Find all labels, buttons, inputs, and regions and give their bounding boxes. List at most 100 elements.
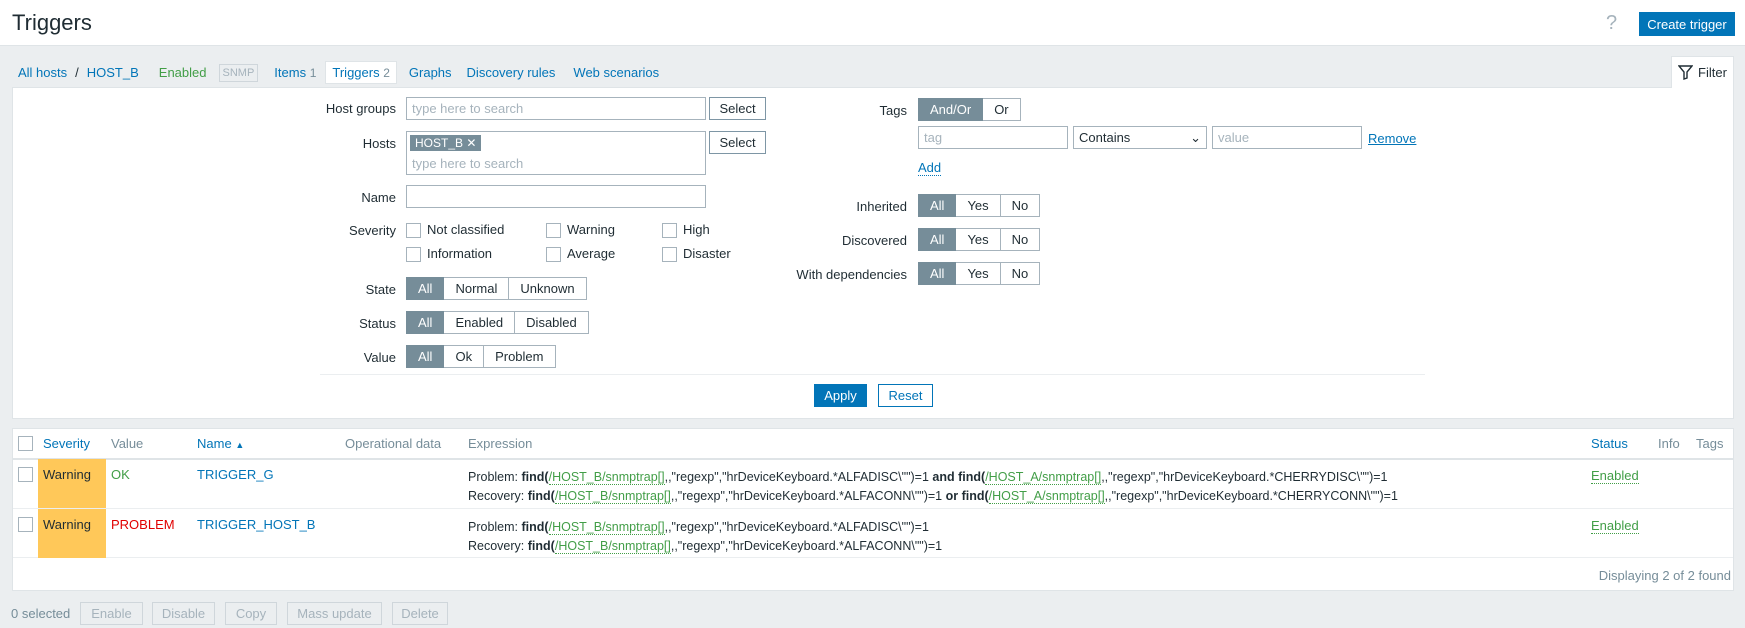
- item-link[interactable]: /HOST_B/snmptrap[]: [554, 539, 671, 554]
- item-link[interactable]: /HOST_B/snmptrap[]: [548, 520, 665, 535]
- discovered-radio-group: All Yes No: [918, 228, 1041, 251]
- item-link[interactable]: /HOST_A/snmptrap[]: [988, 489, 1105, 504]
- severity-cell: Warning: [38, 459, 106, 508]
- severity-disaster[interactable]: Disaster: [662, 246, 731, 263]
- value-ok[interactable]: Ok: [444, 345, 485, 368]
- filter-tab[interactable]: Filter: [1671, 56, 1734, 88]
- severity-not-classified[interactable]: Not classified: [406, 222, 504, 239]
- status-radio-group: All Enabled Disabled: [406, 311, 589, 334]
- item-link[interactable]: /HOST_B/snmptrap[]: [554, 489, 671, 504]
- remove-tag-link[interactable]: Remove: [1368, 131, 1417, 146]
- mass-update-button[interactable]: Mass update: [287, 602, 382, 625]
- value-cell: OK: [111, 467, 130, 482]
- status-toggle[interactable]: Enabled: [1591, 468, 1639, 484]
- filter-divider: [320, 374, 1425, 375]
- item-link[interactable]: /HOST_A/snmptrap[]: [985, 470, 1102, 485]
- inherited-radio-group: All Yes No: [918, 194, 1041, 217]
- page-header: Triggers ? Create trigger: [0, 0, 1745, 46]
- hosts-input[interactable]: type here to search: [412, 156, 524, 171]
- discovered-yes[interactable]: Yes: [956, 228, 1001, 251]
- status-enabled[interactable]: Enabled: [444, 311, 516, 334]
- reset-button[interactable]: Reset: [878, 384, 933, 407]
- item-link[interactable]: /HOST_B/snmptrap[]: [548, 470, 665, 485]
- host-link[interactable]: HOST_B: [86, 65, 139, 80]
- delete-button[interactable]: Delete: [392, 602, 448, 625]
- disable-button[interactable]: Disable: [152, 602, 215, 625]
- row-checkbox[interactable]: [18, 467, 33, 482]
- severity-average[interactable]: Average: [546, 246, 615, 263]
- recovery-expression: Recovery: find(/HOST_B/snmptrap[],,"rege…: [468, 539, 943, 554]
- dependencies-yes[interactable]: Yes: [956, 262, 1001, 285]
- discovered-label: Discovered: [841, 233, 907, 248]
- severity-cell: Warning: [38, 509, 106, 558]
- help-icon[interactable]: ?: [1606, 12, 1618, 34]
- severity-information[interactable]: Information: [406, 246, 492, 263]
- host-chip: HOST_B ✕: [410, 135, 482, 151]
- name-label: Name: [361, 190, 396, 205]
- tab-discovery-rules[interactable]: Discovery rules: [466, 65, 556, 80]
- tags-and-or[interactable]: And/Or: [918, 98, 984, 121]
- discovered-all[interactable]: All: [918, 228, 957, 251]
- row-divider: [13, 557, 1733, 558]
- copy-button[interactable]: Copy: [225, 602, 277, 625]
- trigger-name-link[interactable]: TRIGGER_HOST_B: [197, 517, 316, 532]
- breadcrumb: All hosts / HOST_B Enabled SNMP Items 1 …: [18, 61, 659, 84]
- value-problem[interactable]: Problem: [484, 345, 556, 368]
- inherited-yes[interactable]: Yes: [956, 194, 1001, 217]
- state-normal[interactable]: Normal: [444, 277, 510, 300]
- status-disabled[interactable]: Disabled: [515, 311, 589, 334]
- host-status[interactable]: Enabled: [158, 65, 207, 80]
- severity-high[interactable]: High: [662, 222, 710, 239]
- status-all[interactable]: All: [406, 311, 445, 334]
- inherited-all[interactable]: All: [918, 194, 957, 217]
- hosts-select-button[interactable]: Select: [709, 131, 766, 154]
- apply-button[interactable]: Apply: [814, 384, 867, 407]
- dependencies-radio-group: All Yes No: [918, 262, 1041, 285]
- severity-warning[interactable]: Warning: [546, 222, 615, 239]
- triggers-table: [12, 428, 1734, 591]
- trigger-name-link[interactable]: TRIGGER_G: [197, 467, 274, 482]
- select-all-checkbox[interactable]: [18, 436, 33, 451]
- dependencies-all[interactable]: All: [918, 262, 957, 285]
- status-label: Status: [359, 316, 396, 331]
- state-unknown[interactable]: Unknown: [509, 277, 587, 300]
- tab-graphs[interactable]: Graphs: [408, 65, 452, 80]
- page-title: Triggers: [12, 10, 92, 35]
- hosts-label: Hosts: [362, 136, 396, 151]
- state-all[interactable]: All: [406, 277, 445, 300]
- inherited-no[interactable]: No: [1000, 194, 1041, 217]
- name-input[interactable]: [406, 185, 706, 208]
- tab-triggers[interactable]: Triggers 2: [325, 61, 397, 84]
- host-groups-input[interactable]: type here to search: [406, 97, 706, 120]
- chevron-down-icon: ⌄: [1190, 129, 1201, 145]
- add-tag-link[interactable]: Add: [918, 160, 942, 176]
- status-toggle[interactable]: Enabled: [1591, 518, 1639, 534]
- create-trigger-button[interactable]: Create trigger: [1639, 12, 1735, 36]
- column-value: Value: [111, 436, 144, 451]
- column-operational-data: Operational data: [345, 436, 442, 451]
- all-hosts-link[interactable]: All hosts: [18, 65, 68, 80]
- tag-input[interactable]: tag: [918, 126, 1068, 149]
- discovered-no[interactable]: No: [1000, 228, 1041, 251]
- tags-or[interactable]: Or: [983, 98, 1021, 121]
- value-all[interactable]: All: [406, 345, 445, 368]
- column-tags: Tags: [1696, 436, 1724, 451]
- column-name[interactable]: Name ▲: [197, 436, 245, 451]
- remove-chip-icon[interactable]: ✕: [466, 136, 477, 150]
- hosts-multiselect[interactable]: HOST_B ✕ type here to search: [406, 131, 706, 175]
- tag-value-input[interactable]: value: [1212, 126, 1362, 149]
- column-expression: Expression: [468, 436, 533, 451]
- tag-operator-select[interactable]: Contains ⌄: [1073, 126, 1207, 149]
- dependencies-no[interactable]: No: [1000, 262, 1041, 285]
- breadcrumb-separator: /: [75, 65, 79, 80]
- inherited-label: Inherited: [856, 199, 907, 214]
- value-label: Value: [363, 350, 396, 365]
- tab-items[interactable]: Items 1: [274, 65, 317, 80]
- enable-button[interactable]: Enable: [80, 602, 143, 625]
- column-status[interactable]: Status: [1591, 436, 1628, 451]
- row-checkbox[interactable]: [18, 517, 33, 532]
- column-severity[interactable]: Severity: [43, 436, 90, 451]
- tab-web-scenarios[interactable]: Web scenarios: [573, 65, 660, 80]
- host-groups-select-button[interactable]: Select: [709, 97, 766, 120]
- displaying-count: Displaying 2 of 2 found: [1598, 568, 1731, 583]
